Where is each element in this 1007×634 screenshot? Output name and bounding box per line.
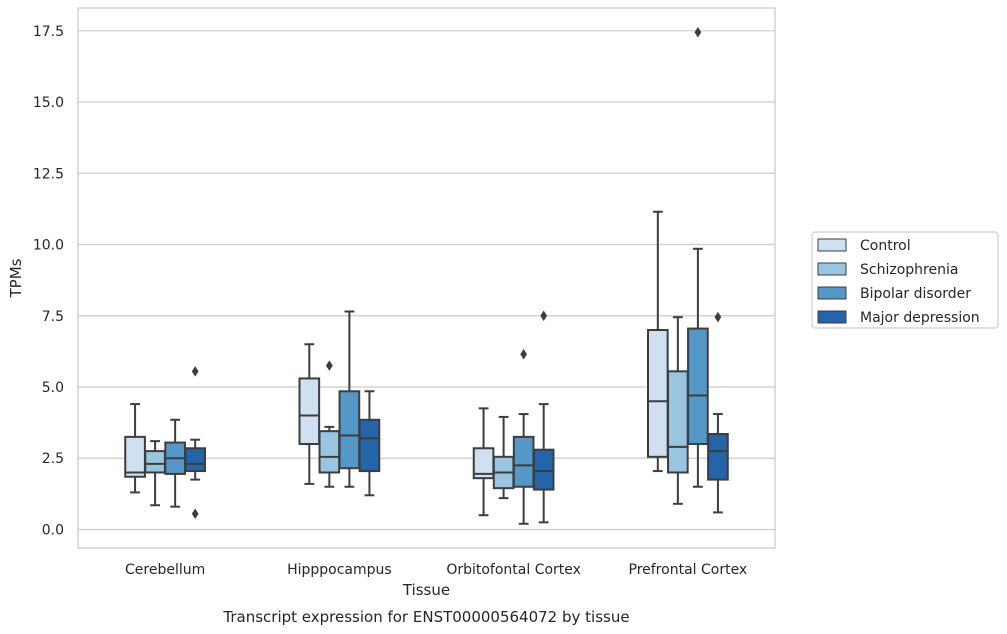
x-axis-title: Tissue	[402, 581, 450, 599]
y-tick-label: 17.5	[33, 24, 64, 40]
box	[358, 390, 381, 497]
box-iqr	[646, 329, 669, 458]
y-tick-label: 15.0	[33, 95, 64, 111]
legend-swatch	[817, 238, 847, 252]
y-tick-label: 5.0	[42, 380, 64, 396]
x-axis-ticks: Cerebellum Hipppocampus Orbitofontal Corte…	[125, 562, 747, 578]
plot-frame	[77, 7, 776, 549]
legend: Control Schizophrenia Bipolar disorder Majo…	[811, 231, 999, 329]
box	[124, 403, 146, 494]
y-tick-label: 7.5	[42, 309, 64, 325]
outlier-point	[191, 508, 199, 520]
outlier-point	[325, 360, 333, 371]
box-iqr	[358, 418, 381, 473]
box	[512, 348, 535, 525]
y-tick-label: 0.0	[42, 522, 64, 538]
outlier-point	[694, 26, 702, 38]
y-axis-ticks: 0.0 2.5 5.0 7.5 10.0 12.5 15.0 17.5	[33, 24, 64, 539]
y-tick-label: 10.0	[33, 238, 64, 254]
box-iqr	[318, 430, 341, 474]
box-iqr	[144, 450, 166, 474]
legend-swatch	[817, 286, 847, 300]
box-iqr	[124, 435, 146, 478]
outlier-point	[191, 366, 199, 377]
box-iqr	[707, 433, 729, 481]
box	[318, 360, 341, 488]
box	[707, 311, 729, 514]
box-iqr	[338, 390, 361, 470]
legend-swatch	[817, 262, 847, 276]
box-iqr	[687, 327, 709, 445]
x-tick-label: Orbitofontal Cortex	[446, 562, 581, 578]
box-iqr	[298, 377, 321, 445]
y-axis-title: TPMs	[7, 258, 25, 298]
x-tick-label: Prefrontal Cortex	[629, 562, 748, 578]
box-iqr	[512, 435, 535, 488]
box	[472, 407, 495, 517]
box	[532, 310, 555, 524]
box-iqr	[184, 447, 207, 473]
x-tick-label: Hipppocampus	[287, 562, 392, 578]
outlier-point	[520, 348, 528, 360]
box	[144, 440, 166, 507]
legend-swatch	[817, 310, 847, 324]
y-tick-label: 2.5	[42, 451, 64, 467]
box	[298, 343, 321, 485]
box	[687, 26, 709, 488]
box	[184, 366, 207, 520]
outlier-point	[540, 310, 548, 322]
box	[164, 418, 186, 508]
legend-label: Control	[860, 238, 911, 254]
legend-label: Schizophrenia	[860, 262, 958, 278]
box-iqr	[532, 448, 555, 491]
x-tick-label: Cerebellum	[125, 562, 205, 578]
legend-frame	[811, 231, 999, 329]
legend-label: Major depression	[860, 310, 980, 326]
outlier-point	[714, 311, 722, 323]
y-tick-label: 12.5	[33, 166, 64, 182]
box-groups	[124, 26, 729, 525]
legend-label: Bipolar disorder	[860, 286, 971, 302]
figure-caption: Transcript expression for ENST0000056407…	[222, 608, 629, 626]
box-iqr	[667, 370, 689, 474]
